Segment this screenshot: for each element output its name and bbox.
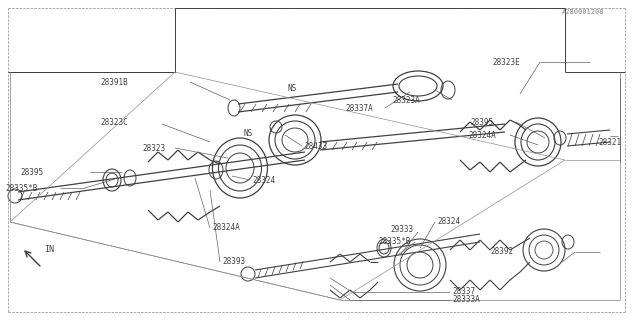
Text: 28395: 28395	[470, 117, 493, 126]
Text: 28324: 28324	[437, 218, 460, 227]
Text: 28323A: 28323A	[392, 95, 420, 105]
Text: 28391B: 28391B	[100, 77, 128, 86]
Text: 28393: 28393	[222, 258, 245, 267]
Text: 28324A: 28324A	[212, 223, 240, 233]
Text: 28323C: 28323C	[100, 117, 128, 126]
Text: 28337: 28337	[452, 287, 475, 297]
Text: 28335*B: 28335*B	[378, 237, 410, 246]
Text: A280001208: A280001208	[562, 9, 605, 15]
Text: 28433: 28433	[304, 141, 327, 150]
Text: 28337A: 28337A	[345, 103, 372, 113]
Text: 28321: 28321	[598, 138, 621, 147]
Text: 28333A: 28333A	[452, 295, 480, 305]
Text: 28323E: 28323E	[492, 58, 520, 67]
Text: 28324A: 28324A	[468, 131, 496, 140]
Text: NS: NS	[288, 84, 297, 92]
Text: NS: NS	[244, 129, 253, 138]
Text: 29333: 29333	[390, 226, 413, 235]
Text: 28323: 28323	[142, 143, 165, 153]
Text: 28392: 28392	[490, 247, 513, 257]
Text: IN: IN	[44, 245, 54, 254]
Text: 28324: 28324	[252, 175, 275, 185]
Text: 28395: 28395	[20, 167, 43, 177]
Text: 28335*B: 28335*B	[5, 183, 37, 193]
